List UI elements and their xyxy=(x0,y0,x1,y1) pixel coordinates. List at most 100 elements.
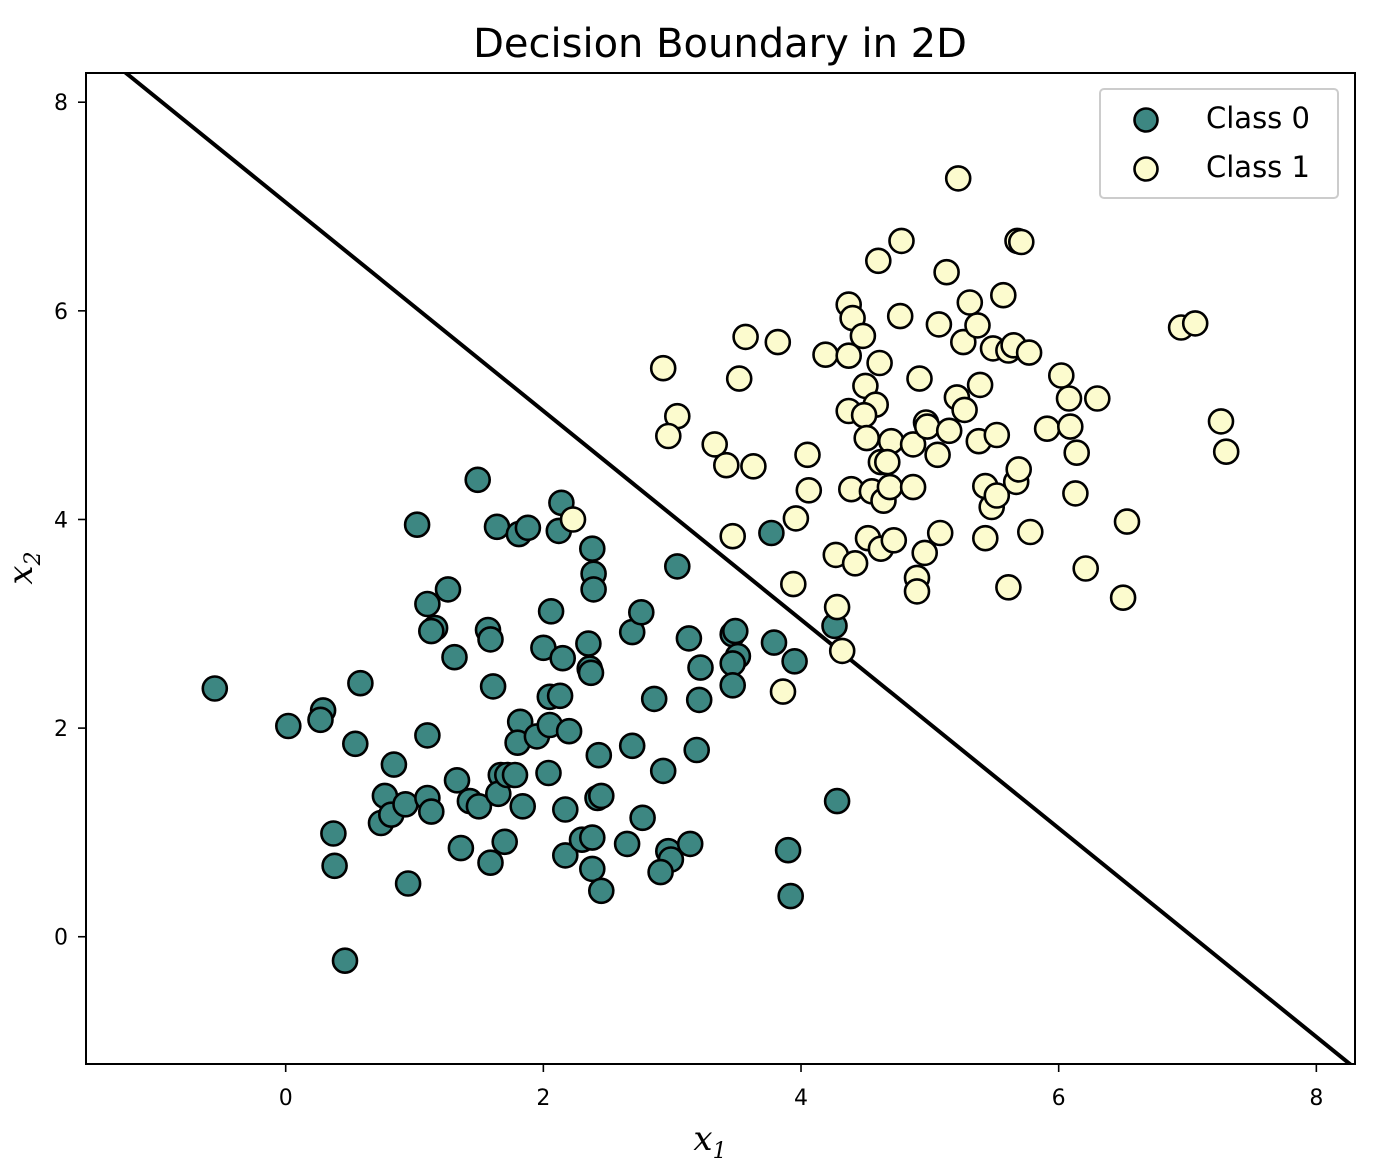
data-point-class-0 xyxy=(465,792,493,820)
data-point-class-1 xyxy=(864,247,892,275)
data-point-class-0 xyxy=(683,736,711,764)
data-point-class-0 xyxy=(618,732,646,760)
legend: Class 0 Class 1 xyxy=(1099,88,1339,199)
x-axis-label: x1 xyxy=(693,1119,726,1164)
data-point-class-0 xyxy=(483,513,511,541)
data-point-class-0 xyxy=(578,824,606,851)
data-point-class-0 xyxy=(721,617,749,645)
data-point-class-0 xyxy=(321,852,348,880)
data-point-class-1 xyxy=(888,227,915,255)
data-point-class-0 xyxy=(587,782,615,810)
data-point-class-0 xyxy=(443,766,471,794)
data-point-class-0 xyxy=(781,647,808,675)
data-point-class-1 xyxy=(964,312,991,339)
data-point-class-1 xyxy=(933,258,960,286)
data-point-class-1 xyxy=(835,342,863,370)
data-point-class-0 xyxy=(627,598,655,626)
data-point-class-0 xyxy=(629,804,656,832)
data-point-class-0 xyxy=(719,671,747,699)
data-point-class-1 xyxy=(876,473,904,501)
data-point-class-0 xyxy=(551,796,579,823)
y-axis-label-main: x xyxy=(1,565,41,584)
data-point-class-1 xyxy=(880,526,908,554)
data-point-class-0 xyxy=(331,947,359,975)
data-point-class-0 xyxy=(578,855,606,883)
data-point-class-0 xyxy=(647,858,674,886)
data-point-class-0 xyxy=(307,706,334,734)
data-point-class-0 xyxy=(580,576,607,603)
legend-box xyxy=(1099,88,1339,199)
y-axis-label: x2 xyxy=(1,551,46,584)
data-point-class-1 xyxy=(983,421,1011,449)
data-point-class-0 xyxy=(447,834,475,862)
data-point-class-0 xyxy=(341,730,369,758)
legend-marker-class-0 xyxy=(1133,107,1159,133)
data-point-class-0 xyxy=(509,792,537,820)
data-point-class-1 xyxy=(850,401,878,429)
data-point-class-0 xyxy=(417,617,445,645)
y-tick-label: 6 xyxy=(54,300,68,325)
data-point-class-0 xyxy=(649,757,677,785)
y-tick-label: 4 xyxy=(54,508,68,533)
data-point-class-1 xyxy=(654,422,682,450)
y-tick-label: 2 xyxy=(54,717,68,742)
data-point-class-0 xyxy=(575,630,602,657)
data-point-class-1 xyxy=(712,451,740,479)
data-point-class-1 xyxy=(782,505,810,532)
data-point-class-0 xyxy=(380,751,408,778)
data-point-class-1 xyxy=(1057,413,1084,440)
data-point-class-1 xyxy=(719,522,747,550)
data-point-class-0 xyxy=(434,576,462,603)
data-point-class-0 xyxy=(441,643,468,671)
data-point-class-0 xyxy=(663,553,691,580)
x-tick-label: 0 xyxy=(279,1086,293,1111)
data-point-class-0 xyxy=(758,519,785,547)
decision-boundary-layer xyxy=(122,73,1354,1064)
data-point-class-0 xyxy=(555,717,583,745)
data-point-class-0 xyxy=(464,466,492,494)
data-point-class-1 xyxy=(925,311,953,338)
data-point-class-1 xyxy=(926,519,954,547)
data-point-class-1 xyxy=(769,678,797,705)
data-point-class-1 xyxy=(971,524,999,552)
data-point-class-1 xyxy=(849,322,877,350)
data-point-class-1 xyxy=(828,637,856,665)
data-point-class-0 xyxy=(403,511,431,539)
chart-title: Decision Boundary in 2D xyxy=(473,21,967,67)
data-point-class-1 xyxy=(841,549,869,577)
data-point-class-0 xyxy=(414,722,441,749)
data-point-class-1 xyxy=(1007,228,1035,256)
data-point-class-1 xyxy=(794,441,821,469)
data-point-class-0 xyxy=(719,650,747,677)
data-point-class-0 xyxy=(535,759,562,787)
data-point-class-1 xyxy=(899,431,927,458)
x-axis-label-main: x xyxy=(693,1119,712,1159)
data-point-class-1 xyxy=(873,448,901,476)
data-point-class-1 xyxy=(1062,480,1089,507)
data-point-class-0 xyxy=(613,830,641,858)
data-point-class-1 xyxy=(989,281,1017,309)
data-point-class-1 xyxy=(1048,362,1075,389)
data-point-class-1 xyxy=(1017,518,1044,546)
data-point-class-1 xyxy=(886,302,914,330)
y-axis-label-subscript: 2 xyxy=(21,551,46,566)
data-point-class-1 xyxy=(935,417,963,445)
data-point-class-1 xyxy=(956,289,984,316)
data-point-class-1 xyxy=(559,506,587,533)
y-tick-label: 8 xyxy=(54,91,68,116)
data-point-class-0 xyxy=(578,535,606,563)
data-point-class-1 xyxy=(853,424,881,452)
data-point-class-1 xyxy=(951,396,978,424)
data-point-class-0 xyxy=(514,514,542,542)
data-point-class-0 xyxy=(585,741,613,769)
data-point-class-0 xyxy=(501,761,529,789)
x-axis-label-subscript: 1 xyxy=(713,1139,727,1164)
data-point-class-1 xyxy=(1005,456,1033,483)
y-axis: 0 2 4 6 8 xyxy=(54,91,86,951)
data-point-class-1 xyxy=(764,328,792,356)
data-point-class-1 xyxy=(740,452,767,480)
legend-label-class-1: Class 1 xyxy=(1206,150,1310,184)
data-point-class-0 xyxy=(774,836,802,864)
plot-area-frame xyxy=(85,72,1356,1065)
data-points-layer xyxy=(201,165,1240,975)
